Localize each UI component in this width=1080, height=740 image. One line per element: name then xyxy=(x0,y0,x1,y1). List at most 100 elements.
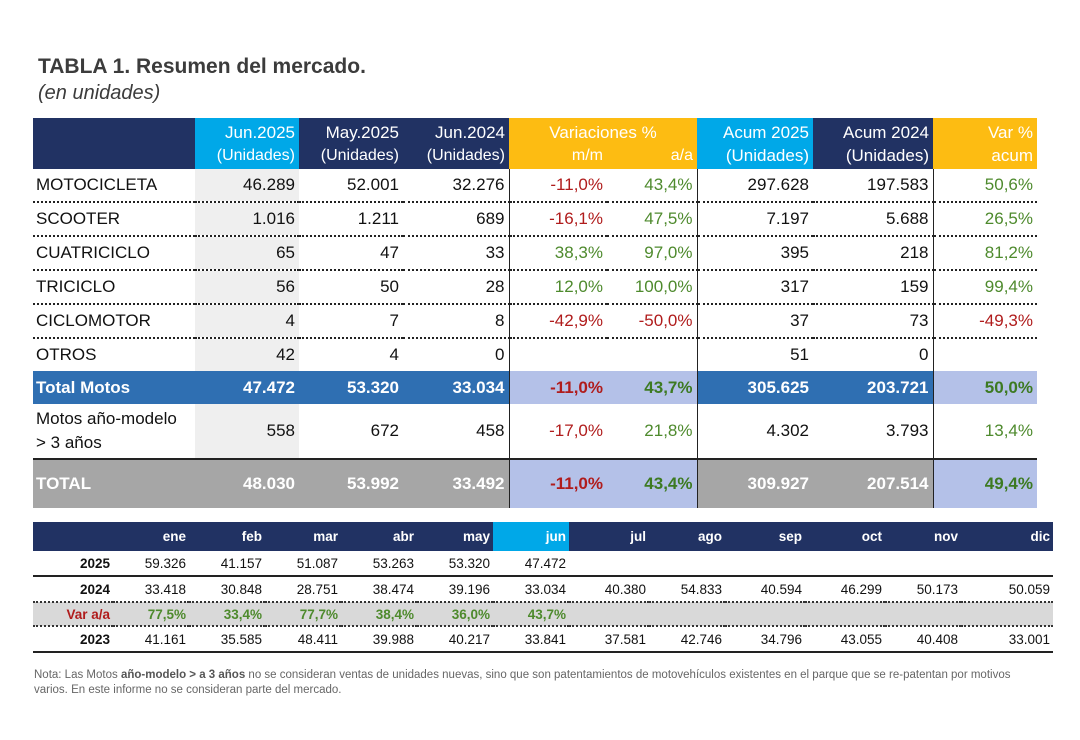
grand-total-row: TOTAL 48.030 53.992 33.492 -11,0% 43,4% … xyxy=(33,459,1037,508)
month-value: 37.581 xyxy=(569,626,649,653)
year-row-2025: 2025 59.326 41.157 51.087 53.263 53.320 … xyxy=(33,551,1053,576)
cell-mm: -42,9% xyxy=(509,304,607,339)
header-variaciones: Variaciones % xyxy=(509,118,697,143)
cell-mm: 38,3% xyxy=(509,236,607,271)
header-jun2024: Jun.2024 xyxy=(403,118,509,143)
month-value: 28.751 xyxy=(265,575,341,602)
cell-mm: 12,0% xyxy=(509,270,607,305)
footnote-prefix: Nota: Las Motos xyxy=(34,669,121,681)
month-value: 30.848 xyxy=(189,575,265,602)
month-header: may xyxy=(417,522,493,551)
cell-jun25: 1.016 xyxy=(195,202,299,237)
cell-aa: 100,0% xyxy=(607,270,698,305)
header-blank xyxy=(33,118,195,143)
cell-acum25: 4.302 xyxy=(697,404,813,460)
table-row: OTROS 42 4 0 51 0 xyxy=(33,338,1037,371)
year-label: 2024 xyxy=(33,575,113,602)
cell-aa: 43,7% xyxy=(607,371,698,404)
month-header: abr xyxy=(341,522,417,551)
cell-var-acum: 50,6% xyxy=(933,169,1037,203)
month-value xyxy=(725,551,805,576)
variation-value: 77,7% xyxy=(265,601,341,627)
cell-acum24: 73 xyxy=(813,304,934,339)
row-label: CUATRICICLO xyxy=(33,236,195,271)
variation-value xyxy=(649,601,725,627)
header-unidades: (Unidades) xyxy=(403,143,509,169)
cell-jun25: 4 xyxy=(195,304,299,339)
variation-value: 36,0% xyxy=(417,601,493,627)
row-label: Motos año-modelo > 3 años xyxy=(33,404,195,460)
cell-acum24: 218 xyxy=(813,236,934,271)
variation-value xyxy=(569,601,649,627)
cell-var-acum: 99,4% xyxy=(933,270,1037,305)
cell-acum25: 309.927 xyxy=(697,459,813,508)
variation-row: Var a/a 77,5% 33,4% 77,7% 38,4% 36,0% 43… xyxy=(33,601,1053,627)
variation-value xyxy=(885,601,961,627)
header-blank xyxy=(33,522,113,551)
month-value: 40.594 xyxy=(725,575,805,602)
table-row: TRICICLO 56 50 28 12,0% 100,0% 317 159 9… xyxy=(33,270,1037,305)
row-label: TOTAL xyxy=(33,459,195,508)
row-label: TRICICLO xyxy=(33,270,195,305)
year-label: 2023 xyxy=(33,626,113,653)
row-label: Total Motos xyxy=(33,371,195,404)
cell-aa: 43,4% xyxy=(607,169,698,203)
cell-jun24: 33.034 xyxy=(403,371,510,404)
cell-var-acum: 50,0% xyxy=(933,371,1037,404)
cell-aa: 47,5% xyxy=(607,202,698,237)
header-acum2025: Acum 2025 xyxy=(697,118,813,143)
variation-value: 43,7% xyxy=(493,601,569,627)
row-label: CICLOMOTOR xyxy=(33,304,195,339)
month-value: 41.157 xyxy=(220,555,262,571)
cell-acum25: 51 xyxy=(790,345,809,364)
year-label: 2025 xyxy=(79,555,110,571)
cell-var-acum: 49,4% xyxy=(933,459,1037,508)
month-value: 33.034 xyxy=(493,575,569,602)
header-may2025: May.2025 xyxy=(299,118,403,143)
cell-var-acum: 13,4% xyxy=(933,404,1037,460)
month-value: 38.474 xyxy=(341,575,417,602)
header-blank xyxy=(33,143,195,169)
header-mm: m/m xyxy=(509,143,607,169)
month-header: ene xyxy=(113,522,189,551)
month-value: 41.161 xyxy=(113,626,189,653)
variation-value: 77,5% xyxy=(113,601,189,627)
cell-var-acum: 26,5% xyxy=(933,202,1037,237)
cell-var-acum xyxy=(933,338,1037,371)
header-acum: acum xyxy=(933,143,1037,169)
table-row: CICLOMOTOR 4 7 8 -42,9% -50,0% 37 73 -49… xyxy=(33,304,1037,339)
month-header-current: jun xyxy=(493,522,569,551)
month-header: oct xyxy=(805,522,885,551)
variation-value: 33,4% xyxy=(189,601,265,627)
cell-acum24: 0 xyxy=(813,338,934,371)
cell-jun24: 689 xyxy=(403,202,510,237)
month-header: sep xyxy=(725,522,805,551)
header-var-pct: Var % xyxy=(933,118,1037,143)
month-value: 40.408 xyxy=(885,626,961,653)
month-value: 59.326 xyxy=(144,555,186,571)
cell-mm: -17,0% xyxy=(509,404,607,460)
cell-may25: 53.992 xyxy=(299,459,403,508)
month-value: 33.001 xyxy=(961,626,1053,653)
cell-jun24: 33.492 xyxy=(403,459,510,508)
month-value: 33.418 xyxy=(113,575,189,602)
cell-acum24: 159 xyxy=(813,270,934,305)
summary-header-row-1: Jun.2025 May.2025 Jun.2024 Variaciones %… xyxy=(33,118,1037,143)
month-value: 39.988 xyxy=(341,626,417,653)
cell-var-acum: -49,3% xyxy=(933,304,1037,339)
year-row-2024: 2024 33.418 30.848 28.751 38.474 39.196 … xyxy=(33,575,1053,602)
cell-mm: -11,0% xyxy=(509,459,607,508)
cell-may25: 672 xyxy=(299,404,403,460)
cell-acum25: 305.625 xyxy=(697,371,813,404)
cell-acum25: 7.197 xyxy=(697,202,813,237)
cell-jun25: 65 xyxy=(195,236,299,271)
cell-acum24: 5.688 xyxy=(813,202,934,237)
header-unidades: (Unidades) xyxy=(195,143,299,169)
page-subtitle: (en unidades) xyxy=(38,82,161,104)
month-value: 34.796 xyxy=(725,626,805,653)
cell-jun24: 33 xyxy=(403,236,510,271)
month-value: 33.841 xyxy=(493,626,569,653)
page-title: TABLA 1. Resumen del mercado. xyxy=(38,55,366,78)
month-value: 50.173 xyxy=(885,575,961,602)
cell-may25: 1.211 xyxy=(299,202,403,237)
